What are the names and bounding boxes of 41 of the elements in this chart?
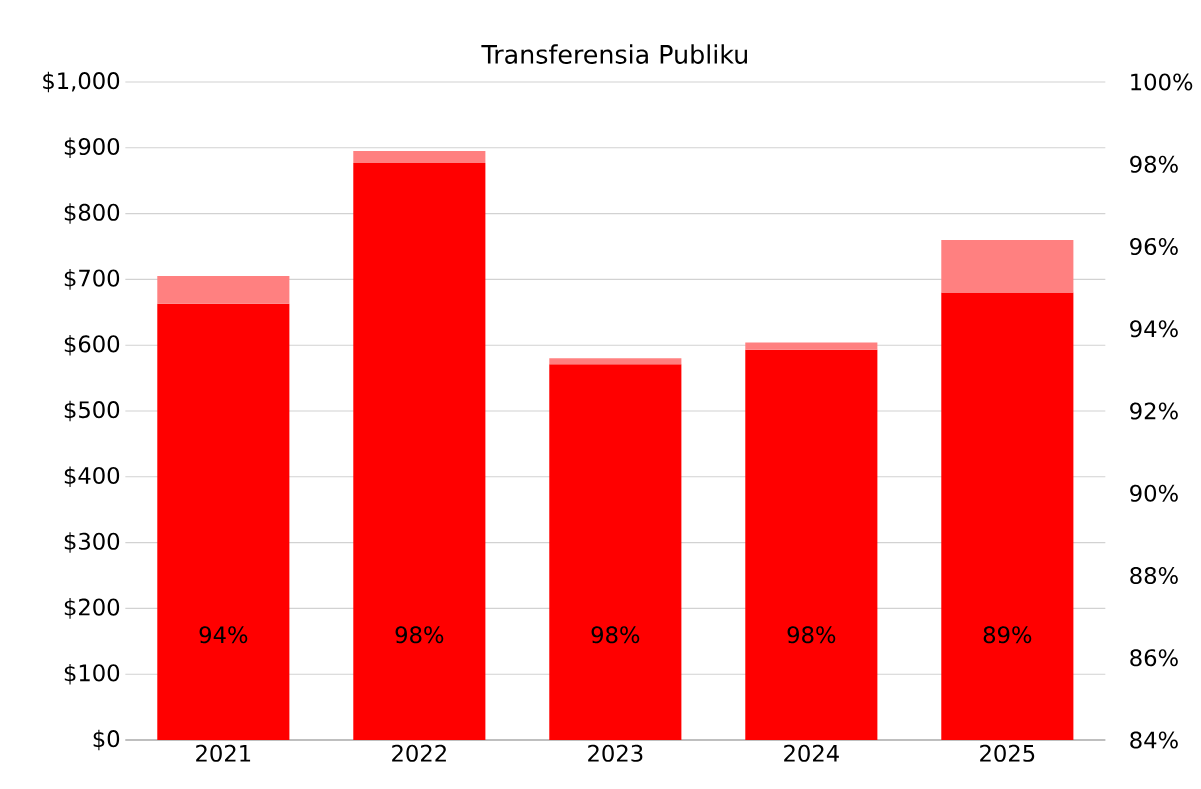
annotation: 89% <box>983 626 1032 644</box>
y2-tick-label: 84% <box>1130 731 1178 749</box>
x-tick-label: 2025 <box>980 744 1035 762</box>
bar <box>745 342 878 350</box>
y-tick-label: $900 <box>64 137 120 159</box>
y2-tick-label: 86% <box>1130 649 1178 667</box>
y2-tick-label: 90% <box>1130 484 1178 502</box>
y2-tick-label: 100% <box>1131 73 1193 91</box>
bar <box>353 162 486 740</box>
bar <box>157 303 290 740</box>
y2-tick-label: 94% <box>1130 320 1178 338</box>
chart-title: Transferensia Publiku <box>481 44 747 64</box>
y-tick-label: $0 <box>93 729 120 751</box>
y2-tick-label: 96% <box>1130 237 1178 256</box>
bar <box>745 349 878 740</box>
bar <box>353 151 486 163</box>
annotation: 94% <box>199 626 248 644</box>
y-tick-label: $200 <box>64 598 120 619</box>
y-tick-label: $700 <box>64 269 120 290</box>
annotation: 98% <box>591 626 640 644</box>
annotation: 98% <box>787 626 836 644</box>
x-tick-label: 2023 <box>588 744 643 762</box>
y-tick-label: $600 <box>64 334 120 356</box>
y-tick-label: $300 <box>64 532 120 553</box>
annotation: 98% <box>395 626 444 644</box>
y-tick-label: $800 <box>64 203 120 224</box>
x-tick-label: 2022 <box>392 744 446 762</box>
x-tick-label: 2021 <box>196 744 251 762</box>
y2-tick-label: 98% <box>1130 155 1178 173</box>
y-tick-label: $500 <box>64 400 120 422</box>
y-tick-label: $100 <box>64 663 120 685</box>
y2-tick-label: 92% <box>1130 402 1178 420</box>
y-tick-label: $400 <box>64 466 120 488</box>
bar <box>941 292 1074 740</box>
bar <box>549 358 682 365</box>
y-tick-label: $1,000 <box>43 71 120 93</box>
bar <box>549 364 682 740</box>
bar <box>157 276 290 304</box>
y2-tick-label: 88% <box>1130 566 1178 585</box>
bar <box>941 239 1074 293</box>
x-tick-label: 2024 <box>784 744 839 762</box>
